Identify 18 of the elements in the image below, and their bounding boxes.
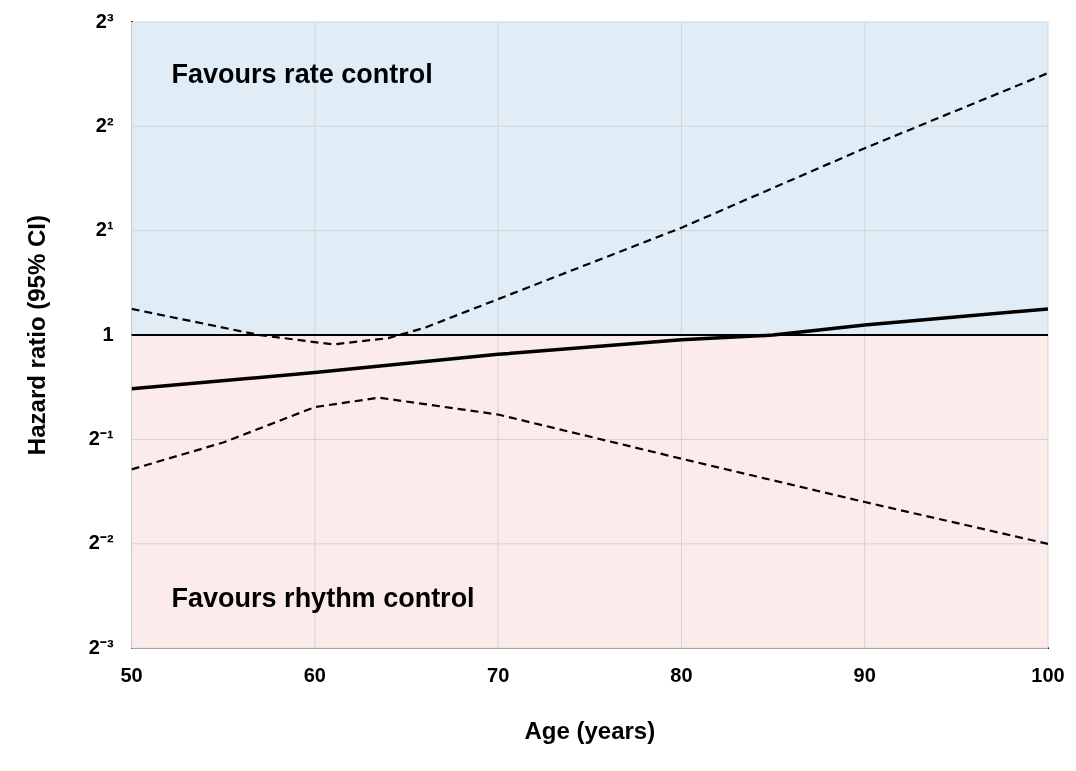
- y-tick-label: 2⁻²: [88, 531, 114, 554]
- x-tick-label: 100: [1031, 663, 1065, 686]
- y-tick-label: 1: [102, 322, 114, 345]
- x-axis-title: Age (years): [524, 717, 656, 745]
- y-tick-label: 2¹: [95, 218, 114, 241]
- x-tick-label: 90: [853, 663, 876, 686]
- line-series: [131, 396, 1048, 545]
- y-tick-label: 2⁻³: [88, 635, 114, 658]
- y-axis-title: Hazard ratio (95% CI): [23, 215, 51, 456]
- y-tick-label: 2²: [95, 113, 114, 136]
- band-label: Favours rhythm control: [171, 583, 475, 614]
- x-tick-label: 70: [487, 663, 510, 686]
- y-tick-label: 2⁻¹: [88, 426, 114, 449]
- x-tick-label: 80: [670, 663, 693, 686]
- x-tick-label: 50: [120, 663, 143, 686]
- x-tick-label: 60: [303, 663, 326, 686]
- y-tick-label: 2³: [95, 9, 114, 32]
- band-label: Favours rate control: [171, 58, 433, 89]
